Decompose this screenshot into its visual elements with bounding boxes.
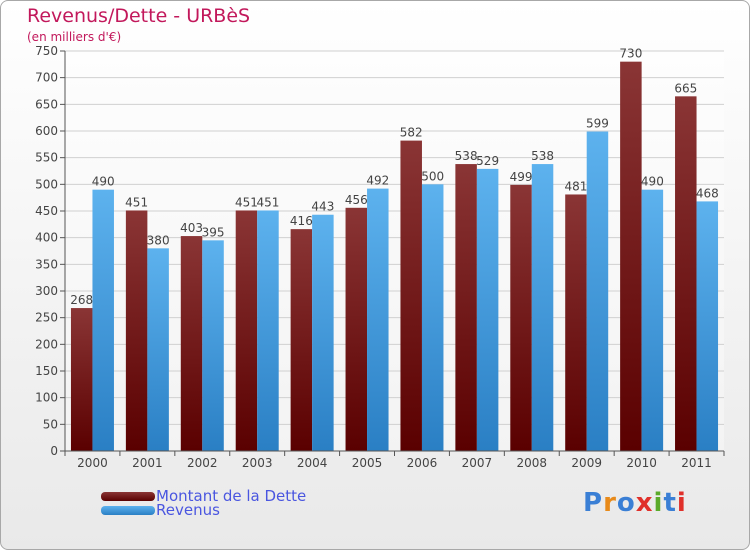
data-label-revenus: 380 (147, 233, 170, 247)
x-tick-label: 2003 (242, 456, 273, 470)
data-label-dette: 416 (290, 214, 313, 228)
x-tick-label: 2005 (352, 456, 383, 470)
data-label-dette: 582 (400, 126, 423, 140)
bar-revenus (586, 131, 609, 452)
bar-revenus (92, 189, 114, 451)
bar-revenus (257, 210, 279, 451)
legend-label-dette: Montant de la Dette (156, 487, 307, 505)
bar-revenus (696, 201, 719, 451)
x-tick-label: 2011 (681, 456, 712, 470)
bar-dette (565, 194, 587, 451)
x-tick-label: 2009 (571, 456, 602, 470)
x-tick-label: 2006 (407, 456, 438, 470)
bar-revenus (312, 214, 334, 451)
data-label-revenus: 443 (311, 200, 334, 214)
bar-revenus (421, 184, 444, 452)
bar-revenus (367, 188, 389, 451)
data-label-revenus: 500 (421, 169, 444, 183)
logo-letter: i (676, 488, 687, 518)
data-label-dette: 730 (619, 47, 642, 61)
data-label-revenus: 490 (641, 175, 664, 189)
data-label-dette: 451 (235, 195, 258, 209)
x-tick-label: 2000 (77, 456, 108, 470)
bar-dette (70, 308, 93, 451)
plot-area (65, 51, 724, 451)
data-label-revenus: 490 (92, 175, 115, 189)
y-tick-label: 400 (35, 231, 58, 245)
bar-revenus (202, 240, 224, 451)
bar-dette (180, 236, 203, 451)
bar-dette (620, 61, 642, 452)
y-tick-label: 50 (43, 417, 58, 431)
bar-dette (455, 164, 477, 452)
x-tick-label: 2010 (626, 456, 657, 470)
y-tick-label: 300 (35, 284, 58, 298)
y-tick-label: 100 (35, 391, 58, 405)
x-tick-label: 2002 (187, 456, 218, 470)
chart-subtitle: (en milliers d'€) (27, 30, 122, 44)
data-label-dette: 456 (345, 193, 368, 207)
bar-dette (345, 207, 368, 451)
bar-dette (290, 229, 313, 451)
y-tick-label: 200 (35, 337, 58, 351)
data-label-revenus: 599 (586, 117, 609, 131)
x-tick-label: 2008 (517, 456, 548, 470)
legend-swatch-revenus (101, 506, 155, 515)
logo-letter: i (653, 488, 664, 518)
y-tick-label: 750 (35, 44, 58, 58)
y-tick-label: 700 (35, 71, 58, 85)
data-label-revenus: 492 (366, 174, 389, 188)
y-tick-label: 350 (35, 257, 58, 271)
y-tick-label: 0 (50, 444, 58, 458)
bar-dette (235, 210, 258, 451)
data-label-revenus: 451 (257, 195, 280, 209)
bar-dette (400, 140, 422, 451)
chart-title: Revenus/Dette - URBèS (27, 5, 251, 27)
bar-revenus (531, 164, 554, 452)
data-label-dette: 665 (674, 81, 697, 95)
y-tick-label: 250 (35, 311, 58, 325)
bar-revenus (641, 189, 664, 451)
y-tick-label: 650 (35, 97, 58, 111)
legend-swatch-dette (101, 492, 155, 501)
y-tick-label: 150 (35, 364, 58, 378)
bar-dette (510, 184, 532, 451)
data-label-dette: 268 (70, 293, 93, 307)
data-label-dette: 499 (510, 170, 533, 184)
y-tick-label: 550 (35, 151, 58, 165)
bar-revenus (476, 168, 499, 451)
logo-letter: r (603, 488, 617, 518)
y-tick-label: 600 (35, 124, 58, 138)
y-tick-label: 450 (35, 204, 58, 218)
bar-dette (675, 96, 697, 451)
bar-revenus (147, 248, 169, 451)
data-label-dette: 481 (565, 179, 588, 193)
logo-letter: x (635, 488, 654, 518)
proxiti-logo: Proxiti (583, 488, 687, 518)
data-label-dette: 451 (125, 195, 148, 209)
data-label-revenus: 538 (531, 149, 554, 163)
data-label-dette: 538 (455, 149, 478, 163)
x-tick-label: 2004 (297, 456, 328, 470)
logo-letter: t (663, 488, 677, 518)
y-tick-label: 500 (35, 177, 58, 191)
logo-letter: o (616, 488, 636, 518)
data-label-dette: 403 (180, 221, 203, 235)
bar-dette (125, 210, 148, 451)
logo-letter: P (583, 488, 604, 518)
x-tick-label: 2001 (132, 456, 163, 470)
data-label-revenus: 395 (202, 225, 225, 239)
data-label-revenus: 468 (696, 186, 719, 200)
x-tick-label: 2007 (462, 456, 493, 470)
legend-label-revenus: Revenus (156, 501, 220, 519)
data-label-revenus: 529 (476, 154, 499, 168)
